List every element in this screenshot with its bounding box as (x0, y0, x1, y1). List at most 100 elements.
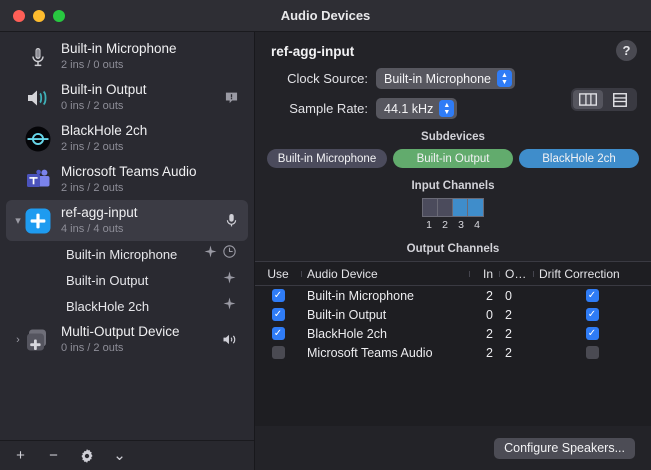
use-checkbox-cell (255, 346, 301, 359)
drift-correction-checkbox[interactable] (585, 346, 599, 359)
subdevice-name: BlackHole 2ch (66, 298, 150, 314)
microphone-icon (24, 43, 52, 71)
columns-view-icon[interactable] (573, 90, 603, 109)
clock-source-row: Clock Source: Built-in Microphone ▲ ▼ (271, 68, 635, 89)
input-channel-cells (422, 198, 484, 217)
column-header-in[interactable]: In (469, 267, 499, 281)
channel-number: 4 (474, 219, 480, 231)
window-body: Built-in Microphone 2 ins / 0 outs (0, 32, 651, 470)
use-checkbox-cell: ✓ (255, 308, 301, 321)
window-title: Audio Devices (280, 8, 371, 23)
device-table: Use Audio Device In O… Drift Correction … (255, 261, 651, 426)
alert-icon[interactable] (225, 91, 238, 104)
device-name-cell: BlackHole 2ch (307, 326, 387, 341)
use-checkbox-cell: ✓ (255, 289, 301, 302)
out-count-cell: 2 (505, 307, 512, 322)
subdevice-row-built-in-output[interactable]: Built-in Output (6, 267, 248, 293)
clock-source-select[interactable]: Built-in Microphone ▲ ▼ (376, 68, 515, 89)
input-channels-label: Input Channels (411, 180, 495, 192)
detail-header: ref-agg-input ? Clock Source: Built-in M… (255, 32, 651, 119)
gear-icon[interactable] (79, 448, 94, 463)
table-header: Use Audio Device In O… Drift Correction (255, 262, 651, 286)
remove-device-button[interactable]: − (49, 447, 58, 464)
column-header-use[interactable]: Use (267, 266, 289, 281)
clock-source-label: Clock Source: (287, 71, 368, 86)
drift-checkbox-cell: ✓ (533, 289, 651, 302)
out-count-cell: 0 (505, 288, 512, 303)
drift-correction-checkbox[interactable]: ✓ (585, 289, 599, 302)
clock-source-value: Built-in Microphone (384, 71, 491, 86)
column-header-audio-device[interactable]: Audio Device (301, 267, 469, 281)
detail-footer: Configure Speakers... (255, 426, 651, 470)
input-channel-cell-1[interactable] (423, 199, 438, 216)
drift-correction-checkbox[interactable]: ✓ (585, 327, 599, 340)
minimize-button[interactable] (33, 9, 45, 22)
close-button[interactable] (13, 9, 25, 22)
sidebar-item-built-in-output[interactable]: Built-in Output 0 ins / 2 outs (6, 77, 248, 118)
volume-icon[interactable] (222, 333, 238, 346)
microphone-icon[interactable] (225, 213, 238, 228)
sidebar-item-built-in-microphone[interactable]: Built-in Microphone 2 ins / 0 outs (6, 36, 248, 77)
device-name-cell: Microsoft Teams Audio (307, 345, 433, 360)
help-button[interactable]: ? (616, 40, 637, 61)
subdevice-row-built-in-microphone[interactable]: Built-in Microphone (6, 241, 248, 267)
input-channel-cell-3[interactable] (453, 199, 468, 216)
device-list: Built-in Microphone 2 ins / 0 outs (0, 32, 254, 440)
device-name: Multi-Output Device (61, 324, 180, 339)
chevron-right-icon[interactable]: › (16, 333, 20, 346)
in-count-cell: 2 (486, 326, 493, 341)
subdevice-chip-built-in-output[interactable]: Built-in Output (393, 149, 513, 168)
subdevice-chip-blackhole-2ch[interactable]: BlackHole 2ch (519, 149, 639, 168)
output-channels-label: Output Channels (406, 243, 500, 255)
device-text: Built-in Microphone 2 ins / 0 outs (61, 41, 248, 72)
device-name: Microsoft Teams Audio (61, 164, 197, 179)
use-checkbox[interactable]: ✓ (271, 327, 285, 340)
table-row[interactable]: Microsoft Teams Audio 2 2 (255, 343, 651, 362)
use-checkbox[interactable]: ✓ (271, 308, 285, 321)
multi-output-icon (24, 326, 52, 354)
column-header-out[interactable]: O… (499, 267, 533, 281)
input-channel-numbers: 1 2 3 4 (421, 219, 485, 231)
out-count-cell: 2 (505, 345, 512, 360)
use-checkbox[interactable] (271, 346, 285, 359)
sidebar-item-multi-output-device[interactable]: › Multi-Output Device 0 ins / 2 outs (6, 319, 248, 360)
window-controls (0, 9, 65, 22)
input-channel-group: 1 2 3 4 (421, 198, 485, 231)
subdevice-row-blackhole-2ch[interactable]: BlackHole 2ch (6, 293, 248, 319)
sidebar-item-blackhole-2ch[interactable]: BlackHole 2ch 2 ins / 2 outs (6, 118, 248, 159)
channel-number: 3 (458, 219, 464, 231)
device-channels: 4 ins / 4 outs (61, 223, 124, 235)
teams-icon (24, 166, 52, 194)
device-name-cell: Built-in Microphone (307, 288, 414, 303)
use-checkbox[interactable]: ✓ (271, 289, 285, 302)
add-device-button[interactable]: + (16, 447, 25, 464)
sidebar-toolbar: + − ⌄ (0, 440, 254, 470)
table-row[interactable]: ✓ Built-in Output 0 2 ✓ (255, 305, 651, 324)
input-channel-cell-2[interactable] (438, 199, 453, 216)
sidebar-item-microsoft-teams-audio[interactable]: Microsoft Teams Audio 2 ins / 2 outs (6, 159, 248, 200)
channel-number: 1 (426, 219, 432, 231)
sidebar-item-ref-agg-input[interactable]: ▾ ref-agg-input 4 ins / 4 outs (6, 200, 248, 241)
drift-checkbox-cell: ✓ (533, 308, 651, 321)
input-channel-cell-4[interactable] (468, 199, 483, 216)
device-text: Built-in Output 0 ins / 2 outs (61, 82, 225, 113)
table-row[interactable]: ✓ Built-in Microphone 2 0 ✓ (255, 286, 651, 305)
in-count-cell: 2 (486, 288, 493, 303)
chevron-updown-icon: ▲ ▼ (439, 100, 455, 117)
speaker-icon (24, 84, 52, 112)
table-row[interactable]: ✓ BlackHole 2ch 2 2 ✓ (255, 324, 651, 343)
sample-rate-value: 44.1 kHz (384, 101, 434, 116)
column-header-drift-correction[interactable]: Drift Correction (533, 267, 651, 281)
subdevice-indicators (223, 297, 236, 315)
zoom-button[interactable] (53, 9, 65, 22)
configure-speakers-button[interactable]: Configure Speakers... (494, 437, 635, 459)
chevron-down-icon[interactable]: ⌄ (113, 447, 126, 464)
chevron-down-icon[interactable]: ▾ (15, 215, 21, 227)
subdevice-chip-built-in-microphone[interactable]: Built-in Microphone (267, 149, 387, 168)
drift-correction-checkbox[interactable]: ✓ (585, 308, 599, 321)
sample-rate-select[interactable]: 44.1 kHz ▲ ▼ (376, 98, 458, 119)
list-view-icon[interactable] (605, 90, 635, 109)
clock-icon (223, 245, 236, 263)
drift-checkbox-cell: ✓ (533, 327, 651, 340)
